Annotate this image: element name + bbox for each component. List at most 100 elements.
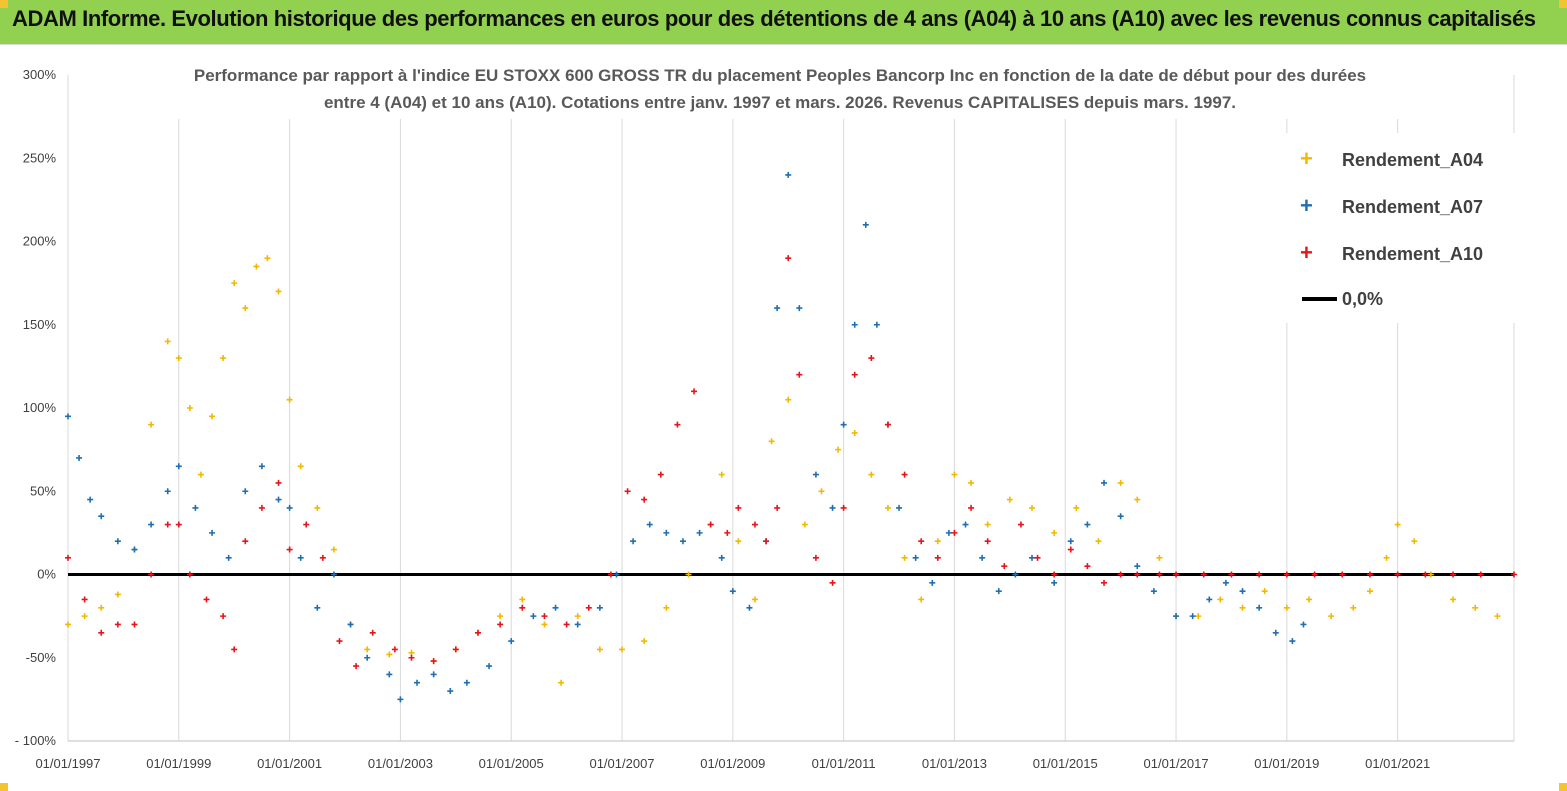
legend-label-a04: Rendement_A04 bbox=[1342, 150, 1483, 170]
data-point-a10 bbox=[175, 521, 182, 528]
data-point-a07 bbox=[1239, 588, 1246, 595]
chart-title-line-1: Performance par rapport à l'indice EU ST… bbox=[194, 66, 1366, 85]
data-point-a07 bbox=[1206, 596, 1213, 603]
data-point-a04 bbox=[1195, 613, 1202, 620]
data-point-a04 bbox=[286, 396, 293, 403]
data-point-a04 bbox=[65, 621, 71, 628]
data-point-a07 bbox=[1117, 513, 1124, 520]
data-point-a07 bbox=[192, 504, 199, 511]
data-point-a04 bbox=[596, 646, 603, 653]
data-point-a04 bbox=[114, 591, 121, 598]
header-banner: ADAM Informe. Evolution historique des p… bbox=[0, 0, 1567, 44]
data-point-a04 bbox=[253, 263, 260, 270]
series-layer bbox=[65, 171, 1517, 703]
x-tick-label: 01/01/2001 bbox=[257, 756, 322, 771]
data-point-a04 bbox=[1427, 571, 1434, 578]
data-point-a04 bbox=[663, 604, 670, 611]
data-point-a10 bbox=[1422, 571, 1429, 578]
data-point-a04 bbox=[1366, 588, 1373, 595]
data-point-a07 bbox=[796, 305, 803, 312]
data-point-a04 bbox=[81, 613, 88, 620]
data-point-a10 bbox=[1394, 571, 1401, 578]
data-point-a04 bbox=[220, 355, 227, 362]
data-point-a04 bbox=[884, 504, 891, 511]
data-point-a10 bbox=[231, 646, 238, 653]
data-point-a07 bbox=[1256, 604, 1263, 611]
data-point-a07 bbox=[65, 413, 71, 420]
x-tick-label: 01/01/2017 bbox=[1144, 756, 1209, 771]
legend-background bbox=[1282, 133, 1554, 323]
header-corner-marker bbox=[1559, 0, 1567, 8]
data-point-a07 bbox=[76, 454, 83, 461]
data-point-a04 bbox=[1350, 604, 1357, 611]
data-point-a04 bbox=[801, 521, 808, 528]
data-point-a07 bbox=[386, 671, 393, 678]
data-point-a10 bbox=[707, 521, 714, 528]
header-corner-marker bbox=[0, 0, 8, 8]
data-point-a10 bbox=[541, 613, 548, 620]
data-point-a04 bbox=[968, 479, 975, 486]
data-point-a10 bbox=[1084, 563, 1091, 570]
data-point-a07 bbox=[1067, 538, 1074, 545]
data-point-a07 bbox=[463, 679, 470, 686]
data-point-a10 bbox=[884, 421, 891, 428]
data-point-a07 bbox=[114, 538, 121, 545]
data-point-a07 bbox=[696, 529, 703, 536]
data-point-a10 bbox=[220, 613, 227, 620]
data-point-a07 bbox=[225, 554, 232, 561]
y-tick-label: - 100% bbox=[15, 733, 57, 748]
legend-label-a10: Rendement_A10 bbox=[1342, 244, 1483, 264]
data-point-a04 bbox=[1283, 604, 1290, 611]
y-tick-label: 100% bbox=[23, 400, 57, 415]
data-point-a10 bbox=[1311, 571, 1318, 578]
data-point-a04 bbox=[1306, 596, 1313, 603]
data-point-a07 bbox=[912, 554, 919, 561]
data-point-a10 bbox=[98, 629, 105, 636]
data-point-a07 bbox=[896, 504, 903, 511]
data-point-a10 bbox=[1450, 571, 1457, 578]
data-point-a04 bbox=[497, 613, 504, 620]
x-tick-label: 01/01/2011 bbox=[812, 756, 876, 771]
axis-layer: 01/01/1997 01/01/1999 01/01/2001 01/01/2003… bbox=[15, 67, 1514, 771]
data-point-a10 bbox=[242, 538, 249, 545]
data-point-a04 bbox=[685, 571, 692, 578]
data-point-a07 bbox=[87, 496, 94, 503]
data-point-a07 bbox=[862, 221, 869, 228]
data-point-a07 bbox=[148, 521, 155, 528]
data-point-a07 bbox=[414, 679, 421, 686]
data-point-a10 bbox=[1200, 571, 1207, 578]
data-point-a04 bbox=[1383, 554, 1390, 561]
data-point-a10 bbox=[735, 504, 742, 511]
data-point-a07 bbox=[330, 571, 337, 578]
data-point-a04 bbox=[1328, 613, 1335, 620]
data-point-a07 bbox=[131, 546, 138, 553]
data-point-a10 bbox=[901, 471, 908, 478]
data-point-a07 bbox=[430, 671, 437, 678]
data-point-a10 bbox=[319, 554, 326, 561]
data-point-a07 bbox=[297, 554, 304, 561]
data-point-a07 bbox=[1084, 521, 1091, 528]
data-point-a07 bbox=[530, 613, 537, 620]
data-point-a04 bbox=[785, 396, 792, 403]
data-point-a07 bbox=[851, 321, 858, 328]
data-point-a04 bbox=[1117, 479, 1124, 486]
data-point-a10 bbox=[408, 654, 415, 661]
data-point-a07 bbox=[785, 171, 792, 178]
data-point-a07 bbox=[729, 588, 736, 595]
chart-title: Performance par rapport à l'indice EU ST… bbox=[160, 59, 1410, 119]
data-point-a04 bbox=[519, 596, 526, 603]
chart-area: 01/01/1997 01/01/1999 01/01/2001 01/01/2003… bbox=[0, 44, 1567, 791]
data-point-a07 bbox=[663, 529, 670, 536]
data-point-a07 bbox=[1189, 613, 1196, 620]
data-point-a04 bbox=[541, 621, 548, 628]
data-point-a04 bbox=[835, 446, 842, 453]
series-a07 bbox=[65, 171, 1307, 703]
data-point-a10 bbox=[1173, 571, 1180, 578]
data-point-a10 bbox=[951, 529, 958, 536]
data-point-a10 bbox=[391, 646, 398, 653]
data-point-a04 bbox=[768, 438, 775, 445]
x-tick-label: 01/01/2021 bbox=[1365, 756, 1430, 771]
page-title: ADAM Informe. Evolution historique des p… bbox=[12, 6, 1536, 31]
data-point-a10 bbox=[851, 371, 858, 378]
data-point-a07 bbox=[945, 529, 952, 536]
